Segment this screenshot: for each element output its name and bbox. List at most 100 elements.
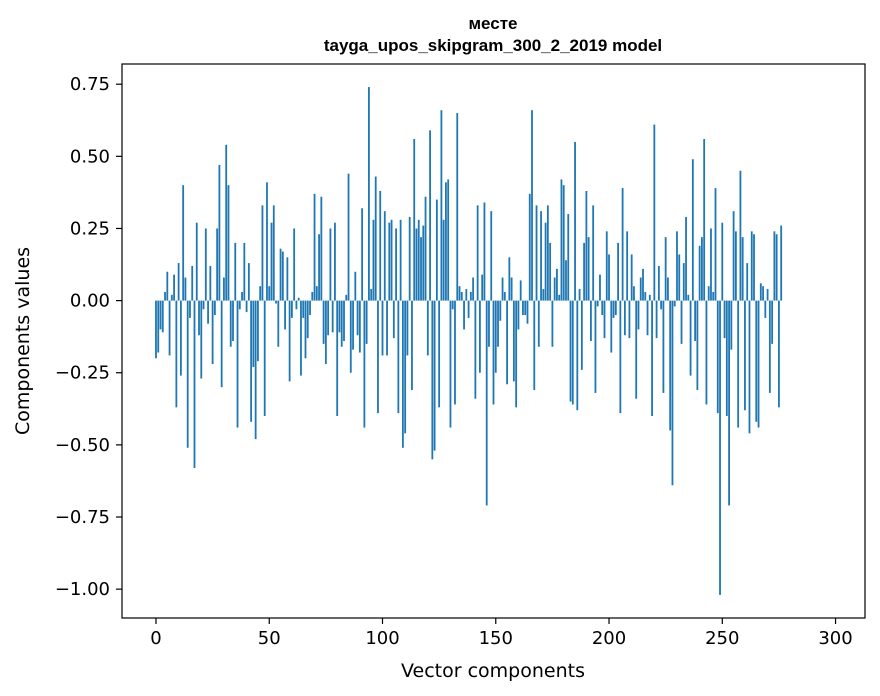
bars-group (155, 87, 783, 595)
bar (408, 216, 411, 301)
bar (599, 274, 601, 301)
bar (610, 300, 613, 353)
bar (617, 242, 619, 301)
bar (313, 193, 316, 301)
bar (170, 294, 173, 301)
bar (220, 300, 223, 388)
bar (701, 237, 703, 301)
bar (304, 300, 307, 359)
x-tick-label: 150 (479, 628, 513, 649)
bar (247, 263, 250, 301)
bar (528, 193, 531, 301)
bar (535, 205, 538, 301)
bar (626, 231, 629, 301)
bar (161, 300, 164, 333)
bar (734, 231, 737, 301)
bar (324, 300, 327, 365)
bar (673, 300, 676, 307)
bar (370, 289, 373, 301)
bar (483, 202, 486, 301)
bar (728, 300, 730, 506)
bar (404, 300, 407, 434)
bar (211, 300, 214, 365)
bar (778, 300, 780, 408)
bar (229, 300, 232, 347)
bar (204, 228, 207, 301)
y-tick-label: 0.00 (70, 291, 110, 312)
bar (306, 300, 309, 339)
bar (426, 300, 429, 356)
bar (510, 277, 513, 301)
bar (463, 300, 465, 330)
bar (175, 300, 178, 408)
bar (327, 300, 330, 336)
bar (721, 222, 724, 301)
bar (191, 265, 194, 301)
bar (746, 263, 749, 301)
bar (173, 274, 175, 301)
bar (372, 219, 375, 301)
bar (657, 265, 660, 301)
bar (479, 300, 481, 373)
bar (232, 300, 234, 341)
bar (689, 300, 692, 376)
bar (503, 291, 506, 301)
bar (290, 300, 293, 318)
bar (275, 300, 277, 304)
bar (524, 300, 527, 316)
bar (168, 300, 171, 356)
bar (556, 268, 558, 301)
x-axis-label: Vector components (401, 660, 585, 682)
bar (775, 234, 778, 301)
bar (424, 196, 427, 301)
bar (442, 219, 445, 301)
bar (644, 291, 647, 301)
bar (315, 286, 318, 301)
bar (322, 300, 325, 344)
bar (300, 300, 302, 376)
bar (431, 300, 434, 460)
bar (755, 300, 758, 422)
bar (157, 300, 160, 353)
bar (397, 300, 400, 414)
y-tick-label: −0.75 (55, 507, 110, 528)
y-tick-label: 0.50 (70, 146, 110, 167)
bar (646, 300, 649, 336)
bar (583, 242, 586, 301)
plot-frame (121, 63, 866, 619)
bar (590, 300, 592, 341)
x-tick-label: 200 (592, 628, 626, 649)
bar (612, 300, 615, 318)
x-axis: 0 50 100 150 200 250 300 (150, 618, 853, 649)
bar (603, 300, 606, 339)
bar (465, 289, 468, 301)
bar (712, 291, 715, 301)
bar (757, 300, 760, 428)
bar (580, 300, 583, 370)
y-tick-label: −1.00 (55, 579, 110, 600)
bar (764, 300, 767, 318)
bar (361, 208, 364, 301)
bar (596, 300, 599, 307)
bar (365, 300, 368, 344)
bar (569, 300, 572, 402)
bar (671, 300, 674, 486)
bar (601, 300, 604, 316)
bar (388, 222, 391, 301)
bar (476, 205, 479, 301)
bar (377, 300, 379, 414)
bar (710, 228, 712, 301)
bar (741, 237, 744, 301)
bar (481, 274, 484, 301)
bar (334, 222, 336, 301)
bar (680, 300, 683, 344)
bar (531, 110, 533, 301)
bar (458, 286, 461, 301)
bar (576, 300, 579, 411)
bar (295, 300, 298, 310)
bar (730, 300, 733, 350)
bar (669, 300, 672, 431)
bar (445, 182, 447, 301)
bar (698, 245, 701, 301)
bar (449, 300, 452, 428)
